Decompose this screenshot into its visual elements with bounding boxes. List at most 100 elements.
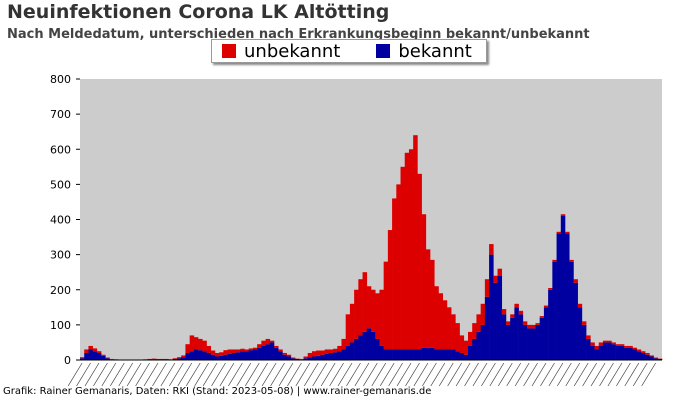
bar-bekannt — [84, 352, 89, 360]
bar-unbekannt — [92, 348, 98, 352]
bar-bekannt — [404, 349, 410, 360]
bar-unbekannt — [404, 152, 410, 350]
bar-bekannt — [295, 358, 300, 360]
x-tick-mark — [76, 362, 91, 387]
bar-unbekannt — [573, 279, 578, 283]
bar-unbekannt — [80, 357, 85, 359]
bar-unbekannt — [535, 323, 540, 325]
x-tick-mark — [303, 362, 319, 387]
bar-bekannt — [324, 353, 330, 360]
bar-unbekannt — [311, 351, 317, 357]
bar-bekannt — [535, 324, 540, 360]
legend-swatch-bekannt — [376, 44, 391, 58]
x-tick-mark — [253, 362, 268, 387]
bar-unbekannt — [430, 259, 435, 348]
x-tick-mark — [523, 362, 538, 387]
bar-unbekannt — [611, 342, 616, 345]
bar-bekannt — [172, 358, 178, 360]
bar-bekannt — [193, 349, 199, 360]
x-tick-mark — [531, 362, 547, 387]
bar-unbekannt — [510, 314, 515, 318]
bar-bekannt — [442, 349, 448, 360]
bar-unbekannt — [236, 349, 241, 353]
bar-bekannt — [413, 349, 418, 360]
bar-unbekannt — [375, 293, 380, 339]
bar-bekannt — [92, 351, 98, 360]
x-tick-mark — [270, 362, 285, 387]
bar-bekannt — [657, 358, 663, 360]
bar-unbekannt — [387, 230, 393, 350]
bar-bekannt — [383, 349, 389, 360]
x-tick-mark — [194, 362, 209, 387]
bar-bekannt — [244, 351, 249, 360]
x-tick-mark — [582, 362, 597, 387]
bar-unbekannt — [155, 358, 161, 360]
x-tick-mark — [211, 362, 226, 387]
x-tick-mark — [447, 362, 462, 387]
x-tick-mark — [261, 362, 277, 387]
bar-unbekannt — [151, 358, 157, 360]
bar-bekannt — [645, 354, 650, 360]
bar-unbekannt — [341, 338, 346, 350]
x-tick-mark — [514, 362, 530, 387]
bar-unbekannt — [193, 337, 199, 350]
bar-bekannt — [586, 338, 591, 360]
bar-bekannt — [548, 289, 553, 360]
x-tick-mark — [472, 362, 488, 387]
bar-unbekannt — [282, 352, 287, 355]
bar-bekannt — [282, 354, 287, 360]
bar-bekannt — [459, 352, 465, 360]
bar-bekannt — [101, 355, 106, 360]
x-tick-mark — [405, 362, 420, 387]
bar-bekannt — [611, 344, 616, 360]
legend-item-unbekannt: unbekannt — [212, 41, 340, 62]
bar-bekannt — [236, 352, 241, 360]
bar-bekannt — [345, 345, 351, 360]
bar-unbekannt — [349, 303, 355, 343]
bar-bekannt — [333, 352, 338, 360]
bar-unbekannt — [88, 345, 93, 350]
bar-unbekannt — [548, 287, 553, 290]
bar-unbekannt — [185, 344, 190, 353]
x-tick-mark — [413, 362, 429, 387]
bar-bekannt — [400, 349, 406, 360]
bar-bekannt — [337, 351, 342, 360]
bar-unbekannt — [514, 303, 519, 308]
bar-bekannt — [392, 349, 397, 360]
bar-unbekannt — [223, 350, 228, 355]
bar-bekannt — [417, 349, 422, 360]
bar-bekannt — [560, 215, 566, 360]
bar-unbekannt — [371, 289, 376, 332]
bar-bekannt — [354, 338, 359, 360]
bar-bekannt — [362, 331, 368, 360]
bar-unbekannt — [345, 314, 351, 346]
bar-unbekannt — [446, 307, 452, 350]
x-tick-mark — [169, 362, 184, 387]
x-tick-mark — [236, 362, 252, 387]
bar-unbekannt — [105, 357, 110, 359]
x-tick-mark — [346, 362, 361, 387]
bar-bekannt — [227, 353, 233, 360]
x-tick-mark — [430, 362, 446, 387]
x-tick-mark — [438, 362, 454, 387]
bar-unbekannt — [396, 184, 401, 350]
bar-unbekannt — [265, 338, 271, 345]
bar-unbekannt — [505, 321, 511, 325]
bar-bekannt — [358, 335, 363, 360]
bar-bekannt — [181, 357, 186, 360]
bar-bekannt — [219, 355, 224, 360]
bar-bekannt — [396, 349, 401, 360]
chart-legend: unbekannt bekannt — [211, 39, 487, 63]
bar-unbekannt — [518, 310, 524, 315]
bar-bekannt — [514, 307, 519, 360]
x-tick-mark — [396, 362, 412, 387]
bar-bekannt — [522, 324, 528, 360]
bar-bekannt — [476, 331, 481, 360]
y-tick-label: 200 — [50, 284, 71, 297]
bar-bekannt — [640, 352, 646, 360]
bar-unbekannt — [219, 352, 224, 356]
bar-unbekannt — [324, 349, 330, 354]
bar-unbekannt — [269, 340, 275, 343]
x-tick-mark — [481, 362, 496, 387]
bar-unbekannt — [590, 342, 595, 346]
